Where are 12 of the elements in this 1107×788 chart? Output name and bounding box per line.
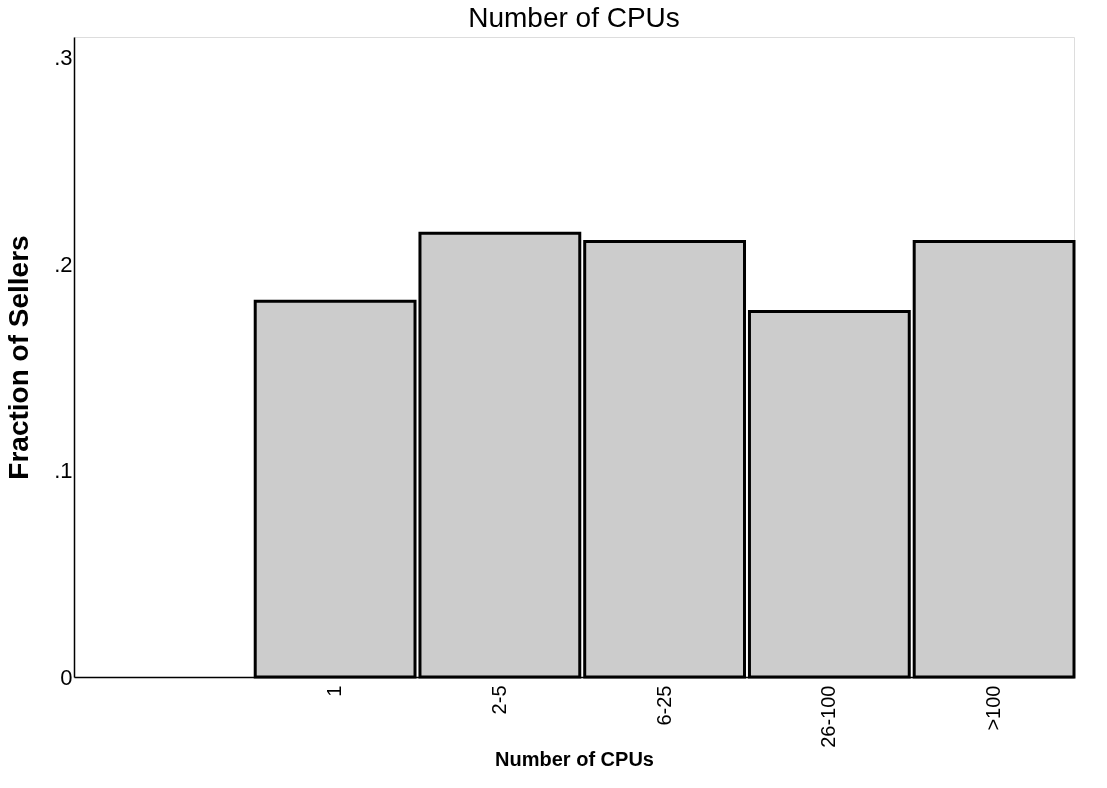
x-tick-label: 6-25 — [652, 685, 675, 726]
y-tick-label: 0 — [60, 664, 73, 690]
y-tick-label: .2 — [54, 251, 73, 277]
x-tick-label: 26-100 — [817, 685, 840, 748]
chart-title: Number of CPUs — [468, 2, 680, 33]
y-tick-label: .3 — [54, 45, 73, 71]
x-tick-label: >100 — [982, 685, 1005, 731]
x-axis-title: Number of CPUs — [495, 747, 654, 770]
x-tick-label: 2-5 — [487, 685, 510, 715]
y-tick-label: .1 — [54, 458, 73, 484]
y-axis-title: Fraction of Sellers — [3, 235, 35, 480]
x-tick-label: 1 — [323, 685, 346, 697]
